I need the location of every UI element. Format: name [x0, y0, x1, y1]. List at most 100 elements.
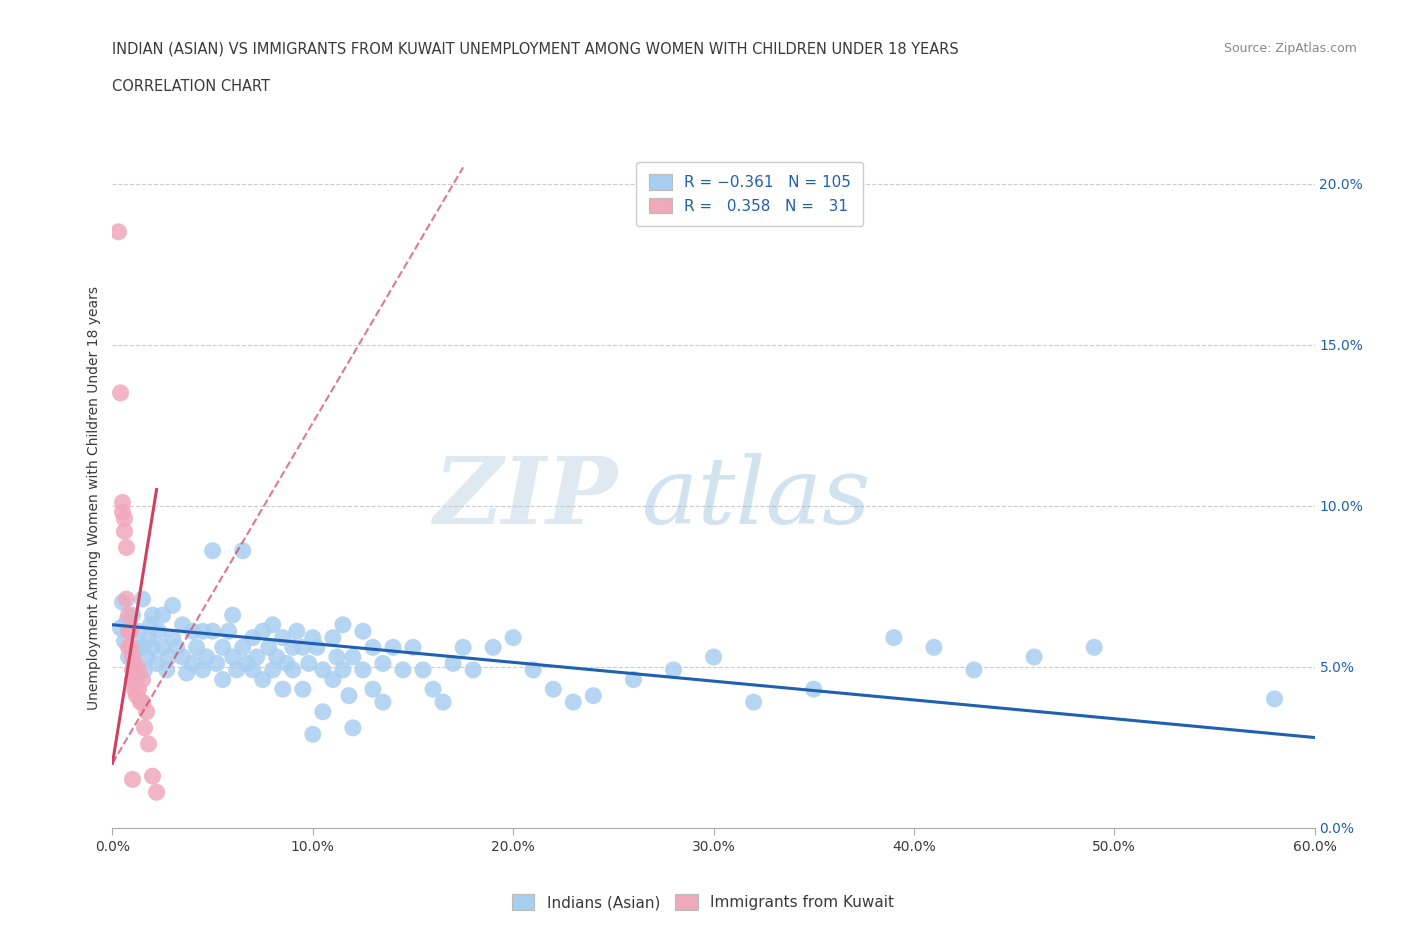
Point [312, 704, 335, 719]
Point [291, 640, 314, 655]
Point [117, 649, 139, 664]
Point [110, 385, 132, 400]
Point [121, 662, 143, 677]
Point [702, 649, 725, 664]
Point [162, 598, 184, 613]
Point [312, 662, 335, 677]
Point [148, 624, 170, 639]
Point [131, 640, 153, 655]
Point [201, 543, 224, 558]
Point [242, 662, 264, 677]
Point [135, 649, 157, 664]
Point [121, 772, 143, 787]
Point [129, 695, 152, 710]
Point [1024, 649, 1046, 664]
Point [114, 633, 136, 648]
Point [298, 656, 321, 671]
Point [135, 704, 157, 719]
Point [742, 695, 765, 710]
Point [125, 640, 148, 655]
Point [252, 672, 274, 687]
Point [141, 607, 163, 622]
Point [145, 785, 167, 800]
Point [257, 640, 280, 655]
Point [121, 607, 143, 622]
Point [302, 727, 325, 742]
Point [120, 624, 142, 639]
Point [181, 656, 204, 671]
Point [326, 649, 349, 664]
Point [332, 618, 354, 632]
Point [461, 662, 484, 677]
Legend: Indians (Asian), Immigrants from Kuwait: Indians (Asian), Immigrants from Kuwait [503, 886, 903, 918]
Point [131, 672, 153, 687]
Point [963, 662, 986, 677]
Point [155, 662, 177, 677]
Point [342, 721, 364, 736]
Point [138, 737, 160, 751]
Point [1264, 691, 1286, 706]
Point [128, 682, 150, 697]
Point [134, 721, 156, 736]
Point [205, 656, 228, 671]
Point [121, 649, 143, 664]
Point [883, 631, 905, 645]
Point [266, 649, 288, 664]
Point [522, 662, 544, 677]
Point [125, 672, 148, 687]
Point [412, 662, 434, 677]
Point [662, 662, 685, 677]
Point [262, 618, 284, 632]
Point [138, 631, 160, 645]
Point [235, 656, 257, 671]
Point [225, 662, 247, 677]
Point [134, 662, 156, 677]
Point [281, 662, 304, 677]
Point [117, 640, 139, 655]
Text: atlas: atlas [641, 453, 870, 542]
Point [107, 224, 129, 239]
Point [305, 640, 328, 655]
Point [246, 649, 269, 664]
Point [121, 653, 143, 668]
Point [922, 640, 945, 655]
Point [422, 682, 444, 697]
Point [502, 631, 524, 645]
Point [222, 607, 245, 622]
Point [371, 695, 394, 710]
Point [128, 624, 150, 639]
Point [803, 682, 825, 697]
Point [392, 662, 415, 677]
Point [222, 649, 245, 664]
Point [382, 640, 405, 655]
Point [162, 631, 184, 645]
Point [172, 618, 194, 632]
Point [211, 672, 233, 687]
Point [141, 640, 163, 655]
Point [361, 640, 384, 655]
Point [115, 591, 138, 606]
Point [191, 662, 214, 677]
Point [172, 649, 194, 664]
Text: CORRELATION CHART: CORRELATION CHART [112, 79, 270, 94]
Point [582, 688, 605, 703]
Point [124, 682, 146, 697]
Point [361, 682, 384, 697]
Point [285, 624, 308, 639]
Point [115, 540, 138, 555]
Point [131, 591, 153, 606]
Point [451, 640, 474, 655]
Text: ZIP: ZIP [433, 453, 617, 542]
Point [141, 769, 163, 784]
Point [371, 656, 394, 671]
Point [402, 640, 425, 655]
Point [211, 640, 233, 655]
Point [111, 495, 134, 510]
Point [110, 620, 132, 635]
Point [121, 672, 143, 687]
Point [111, 595, 134, 610]
Point [271, 682, 294, 697]
Point [114, 512, 136, 526]
Point [152, 607, 174, 622]
Point [114, 524, 136, 538]
